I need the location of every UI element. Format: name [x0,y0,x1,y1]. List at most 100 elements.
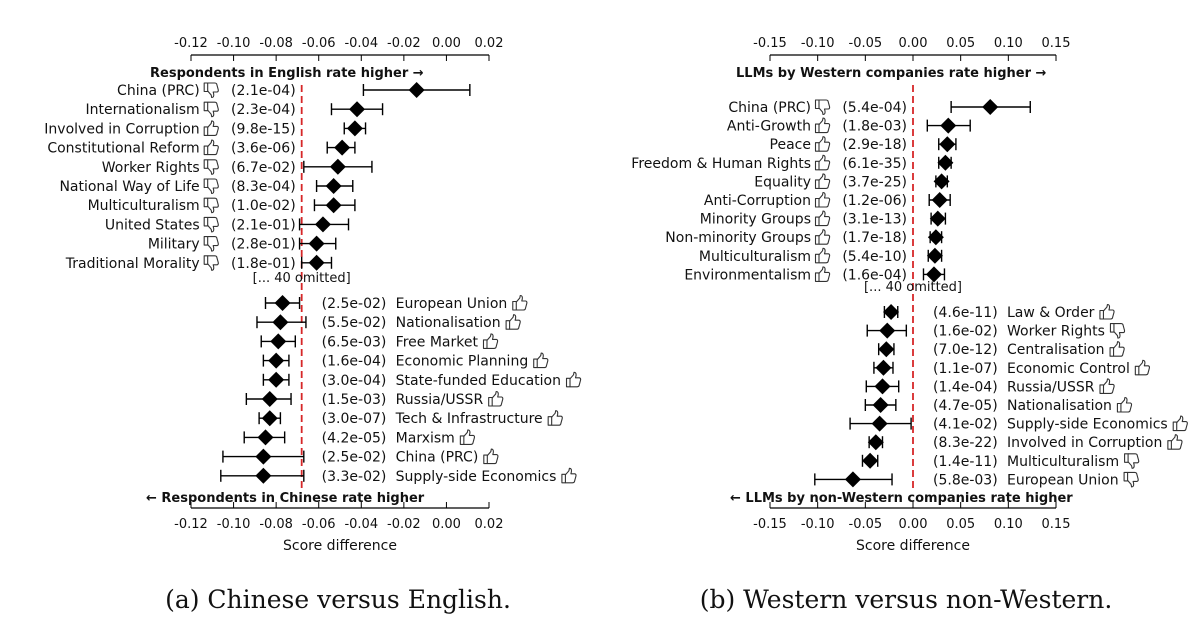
p-value-label: (3.3e-02) [322,469,387,485]
p-value-label: (3.7e-25) [842,174,907,190]
p-value-label: (5.4e-10) [842,249,907,265]
data-row: (7.0e-12) Centralisation [877,341,1125,358]
data-row: (3.0e-07) Tech & Infrastructure [258,410,563,427]
data-row: (4.7e-05) Nationalisation [864,396,1133,414]
point-marker [875,359,892,376]
x-axis-label: Score difference [856,538,970,554]
point-marker [270,333,287,350]
thumbs-down-icon [1124,453,1140,469]
x-tick-label: 0.05 [946,36,975,51]
point-marker [268,352,285,369]
data-row: (1.0e-02) Multiculturalism [88,197,356,214]
point-marker [334,139,351,156]
data-row: (2.5e-02) European Union [264,294,528,312]
row-label: Freedom & Human Rights [631,156,811,172]
x-tick-label: -0.10 [801,517,835,532]
x-tick-label: -0.05 [849,36,883,51]
thumbs-up-icon [1167,434,1183,450]
point-marker [925,266,942,283]
data-row: (1.8e-03) Anti-Growth [727,117,971,135]
row-label: Centralisation [1007,342,1105,358]
point-marker [940,117,957,134]
row-label: European Union [1007,472,1119,488]
p-value-label: (2.3e-04) [231,102,296,118]
p-value-label: (6.5e-03) [322,334,387,350]
data-row: (1.1e-07) Economic Control [873,359,1151,377]
row-label: Economic Control [1007,361,1130,377]
point-marker [931,192,948,208]
row-label: Involved in Corruption [44,121,199,137]
thumbs-up-icon [561,467,577,484]
data-row: (3.7e-25) Equality [754,173,950,190]
point-marker [274,295,291,311]
p-value-label: (1.2e-06) [842,193,907,209]
p-value-label: (4.2e-05) [322,430,387,446]
thumbs-up-icon [565,371,582,388]
row-label: Multiculturalism [1007,454,1119,470]
top-direction-label: LLMs by Western companies rate higher → [736,66,1047,81]
p-value-label: (8.3e-22) [933,435,998,451]
row-label: Russia/USSR [1007,379,1095,395]
point-marker [871,415,888,432]
point-marker [926,247,943,264]
data-row: (3.3e-02) Supply-side Economics [220,467,577,485]
thumbs-up-icon [814,210,831,227]
point-marker [929,210,946,227]
thumbs-up-icon [483,448,499,465]
row-label: China (PRC) [396,450,479,466]
data-row: (2.9e-18) Peace [770,136,957,153]
p-value-label: (9.8e-15) [231,121,296,137]
p-value-label: (1.8e-03) [842,119,907,135]
thumbs-up-icon [814,191,831,208]
row-label: Environmentalism [684,267,811,283]
data-row: (1.6e-02) Worker Rights [866,322,1126,340]
p-value-label: (1.7e-18) [842,230,907,246]
row-label: Involved in Corruption [1007,435,1162,451]
p-value-label: (1.1e-07) [933,361,998,377]
p-value-label: (1.5e-03) [322,392,387,408]
x-tick-label: -0.02 [387,36,421,51]
p-value-label: (2.8e-01) [231,237,296,253]
omitted-label: [... 40 omitted] [253,271,351,286]
x-tick-label: 0.10 [994,36,1023,51]
p-value-label: (2.5e-02) [322,450,387,466]
data-row: (6.5e-03) Free Market [260,333,499,350]
p-value-label: (3.1e-13) [842,212,907,228]
p-value-label: (5.4e-04) [842,100,907,116]
data-row: (5.4e-04) China (PRC) [728,99,1031,116]
p-value-label: (1.4e-04) [933,379,998,395]
x-tick-label: -0.06 [302,517,336,532]
p-value-label: (1.6e-02) [933,324,998,340]
data-row: (1.6e-04) Economic Planning [262,352,549,370]
data-row: (8.3e-22) Involved in Corruption [867,434,1183,451]
data-row: (3.6e-06) Constitutional Reform [47,139,356,157]
p-value-label: (4.1e-02) [933,417,998,433]
p-value-label: (3.0e-07) [322,411,387,427]
point-marker [844,471,861,488]
thumbs-up-icon [814,136,831,152]
p-value-label: (5.8e-03) [933,472,998,488]
p-value-label: (8.3e-04) [231,179,296,195]
data-row: (8.3e-04) National Way of Life [59,178,354,195]
row-label: State-funded Education [396,373,561,389]
point-marker [879,322,896,339]
thumbs-down-icon [814,99,831,116]
thumbs-up-icon [814,173,831,189]
p-value-label: (7.0e-12) [933,342,998,358]
point-marker [272,314,289,331]
thumbs-down-icon [203,101,219,118]
thumbs-up-icon [1116,396,1133,413]
row-label: Minority Groups [700,212,811,228]
row-label: Marxism [396,430,455,446]
row-label: Multiculturalism [699,249,811,265]
data-row: (1.7e-18) Non-minority Groups [665,229,944,246]
panel-a: -0.12 -0.12 -0.10 -0.10 -0.08 -0.08 -0.06 -0.06… [44,36,582,614]
data-row: (1.2e-06) Anti-Corruption [704,191,951,209]
p-value-label: (2.9e-18) [842,137,907,153]
row-label: Equality [754,174,811,190]
point-marker [872,397,889,413]
p-value-label: (3.0e-04) [322,373,387,389]
data-row: (1.4e-04) Russia/USSR [865,378,1115,395]
point-marker [255,467,272,484]
point-marker [308,235,325,252]
